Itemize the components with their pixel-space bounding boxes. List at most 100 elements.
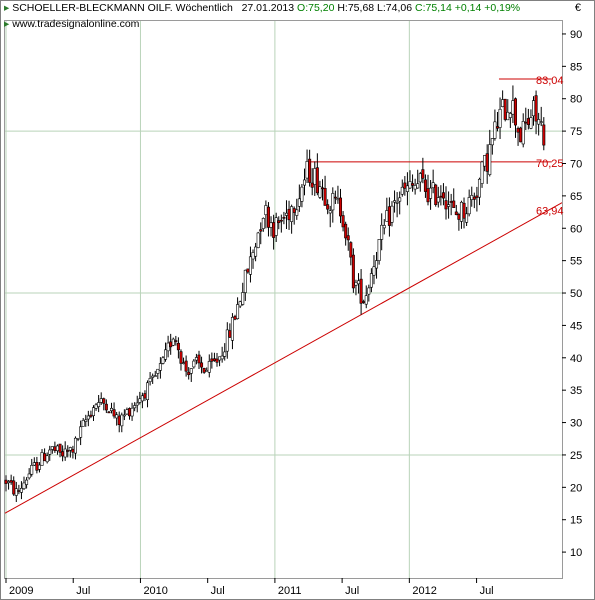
candle-body <box>176 342 180 351</box>
candle-body <box>277 220 281 224</box>
candle-body <box>375 260 379 269</box>
annotation-label: 63,94 <box>536 206 564 218</box>
candle-body <box>133 405 137 409</box>
x-tick-label: Jul <box>211 585 225 597</box>
candle-body <box>372 266 376 276</box>
candle-body <box>120 414 124 427</box>
candle-body <box>128 408 132 417</box>
candle-body <box>45 455 49 463</box>
candle-body <box>99 398 103 403</box>
candle-body <box>501 99 505 107</box>
candle-body <box>488 144 492 175</box>
y-tick-label: 45 <box>570 320 582 332</box>
change-pct-value: +0,19% <box>484 2 521 14</box>
candle-body <box>110 407 114 411</box>
y-tick-label: 60 <box>570 223 582 235</box>
candle-body <box>333 196 337 199</box>
candle-body <box>63 448 67 458</box>
candle-body <box>122 414 126 417</box>
candle-body <box>398 197 402 202</box>
candle-body <box>418 173 422 183</box>
candle-body <box>171 338 175 346</box>
candle-body <box>261 218 265 229</box>
candle-body <box>495 126 499 129</box>
candle-body <box>490 138 494 146</box>
candle-body <box>431 182 435 189</box>
candle-body <box>516 128 520 133</box>
candle-body <box>279 219 283 222</box>
candle-body <box>470 195 474 200</box>
candle-body <box>318 186 322 198</box>
candle-body <box>421 169 425 179</box>
candle-body <box>321 187 325 190</box>
candle-body <box>349 242 353 258</box>
x-tick-label: 2012 <box>412 585 436 597</box>
header-arrow-icon: ▸ <box>4 2 10 14</box>
candle-body <box>81 420 85 427</box>
candle-body <box>58 443 62 453</box>
candle-body <box>14 488 18 496</box>
candle-body <box>346 235 350 241</box>
chart-header: ▸ SCHOELLER-BLECKMANN OILF. Wöchentlich … <box>4 2 520 14</box>
candle-body <box>362 301 366 303</box>
candle-body <box>32 462 36 466</box>
candle-body <box>202 367 206 373</box>
candle-body <box>238 301 242 307</box>
candle-body <box>364 295 368 305</box>
candle-body <box>367 287 371 295</box>
candle-body <box>300 186 304 202</box>
x-tick-label: 2011 <box>278 585 302 597</box>
y-tick-label: 85 <box>570 61 582 73</box>
candle-body <box>55 445 59 452</box>
candle-body <box>48 449 52 455</box>
candle-body <box>537 119 541 125</box>
candle-body <box>207 361 211 373</box>
candle-body <box>161 357 165 364</box>
candle-body <box>112 409 116 417</box>
candle-body <box>336 198 340 201</box>
candle-body <box>467 197 471 215</box>
candle-body <box>269 222 273 228</box>
candle-body <box>328 210 332 214</box>
candle-body <box>205 369 209 372</box>
candle-body <box>369 273 373 288</box>
candle-body <box>313 168 317 185</box>
candle-body <box>259 229 263 232</box>
candle-body <box>218 356 222 361</box>
candle-body <box>236 304 240 319</box>
change-value: +0,14 <box>454 2 482 14</box>
candle-body <box>282 217 286 219</box>
candle-body <box>357 280 361 285</box>
candle-body <box>17 490 21 492</box>
candle-body <box>86 415 90 420</box>
candle-body <box>194 357 198 361</box>
y-tick-label: 25 <box>570 450 582 462</box>
candle-body <box>25 479 29 485</box>
candle-body <box>452 200 456 208</box>
candle-body <box>174 340 178 342</box>
candle-body <box>254 246 258 257</box>
candle-body <box>37 464 41 470</box>
x-tick-label: Jul <box>345 585 359 597</box>
trendline <box>4 202 563 514</box>
candle-body <box>395 202 399 204</box>
candle-body <box>158 363 162 371</box>
candle-body <box>272 222 276 238</box>
candle-body <box>475 195 479 198</box>
candle-body <box>104 403 108 411</box>
candle-body <box>7 481 11 484</box>
candle-body <box>71 449 75 453</box>
candle-body <box>251 252 255 260</box>
source-label: www.tradesignalonline.com <box>12 18 140 30</box>
candle-body <box>19 488 23 493</box>
candle-body <box>436 197 440 203</box>
candle-body <box>449 201 453 203</box>
candle-body <box>9 480 13 483</box>
y-tick-label: 40 <box>570 353 582 365</box>
candle-body <box>223 351 227 357</box>
candle-body <box>493 121 497 139</box>
candle-body <box>413 185 417 190</box>
candle-body <box>447 204 451 207</box>
candle-body <box>94 404 98 409</box>
